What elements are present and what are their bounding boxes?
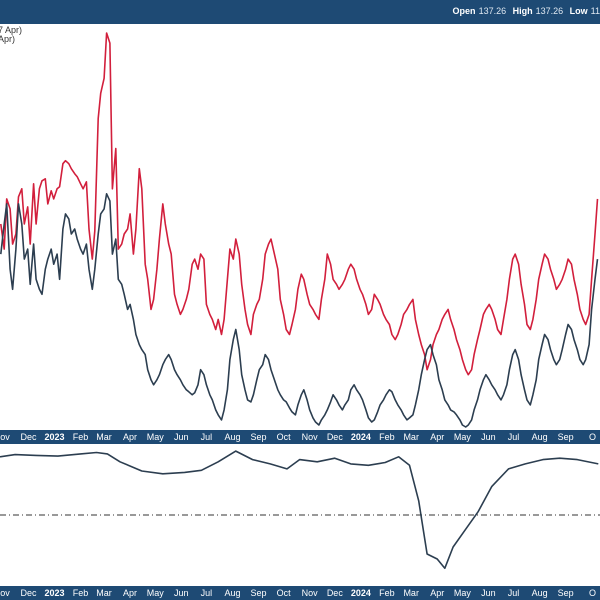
x-tick-label: Mar: [403, 588, 419, 598]
open-value: 137.26: [478, 6, 507, 16]
x-tick-label: 2024: [351, 588, 371, 598]
x-tick-label: Oct: [277, 432, 292, 442]
x-tick-label: Aug: [532, 588, 548, 598]
series-line-upper-0: [0, 32, 599, 376]
x-tick-label: Oct: [277, 588, 292, 598]
x-tick-label: Feb: [73, 588, 89, 598]
x-tick-label: Jul: [201, 588, 213, 598]
legend-line-2: Apr): [0, 34, 16, 44]
x-tick-label: Apr: [123, 588, 137, 598]
high-value: 137.26: [535, 6, 564, 16]
top-header-bar: Open 137.26 High 137.26 Low 11: [0, 0, 600, 24]
x-tick-label: May: [454, 432, 472, 442]
x-tick-label: Nov: [302, 588, 319, 598]
open-label: Open: [452, 6, 476, 16]
x-tick-label: Mar: [96, 588, 112, 598]
low-label: Low: [569, 6, 588, 16]
x-tick-label: Jul: [201, 432, 213, 442]
x-tick-label: Apr: [123, 432, 137, 442]
x-tick-label: Dec: [21, 432, 38, 442]
upper-x-axis-bar: [0, 430, 600, 444]
x-tick-label: May: [147, 588, 165, 598]
x-tick-label: Jul: [508, 588, 520, 598]
x-tick-label: Mar: [96, 432, 112, 442]
x-tick-label: Feb: [73, 432, 89, 442]
x-tick-label: Sep: [250, 588, 266, 598]
x-tick-label: May: [454, 588, 472, 598]
x-tick-label: Dec: [327, 432, 344, 442]
x-tick-label: Feb: [379, 432, 395, 442]
x-tick-label: Jun: [481, 432, 496, 442]
x-tick-label: Aug: [224, 432, 240, 442]
x-tick-label: Sep: [558, 432, 574, 442]
x-tick-label: Apr: [430, 432, 444, 442]
x-tick-label: Dec: [327, 588, 344, 598]
x-tick-label: May: [147, 432, 165, 442]
x-tick-label: Mar: [403, 432, 419, 442]
x-tick-label: ov: [0, 588, 10, 598]
x-tick-label: ov: [0, 432, 10, 442]
x-tick-label: O: [589, 432, 596, 442]
series-line-upper-1: [0, 193, 599, 428]
x-tick-label: Aug: [224, 588, 240, 598]
x-tick-label: Jun: [481, 588, 496, 598]
x-tick-label: 2024: [351, 432, 371, 442]
low-value: 11: [590, 6, 600, 16]
x-tick-label: Aug: [532, 432, 548, 442]
lower-x-axis-bar: [0, 586, 600, 600]
x-tick-label: Nov: [302, 432, 319, 442]
high-label: High: [512, 6, 533, 16]
legend-line-1: 7 Apr): [0, 25, 23, 35]
x-tick-label: Sep: [558, 588, 574, 598]
x-tick-label: O: [589, 588, 596, 598]
x-tick-label: 2023: [45, 432, 65, 442]
ohl-readout: Open 137.26 High 137.26 Low 11: [449, 6, 600, 20]
x-tick-label: Sep: [250, 432, 266, 442]
x-tick-label: Apr: [430, 588, 444, 598]
x-tick-label: Feb: [379, 588, 395, 598]
x-tick-label: Dec: [21, 588, 38, 598]
x-tick-label: Jun: [174, 588, 189, 598]
x-tick-label: Jun: [174, 432, 189, 442]
x-tick-label: Jul: [508, 432, 520, 442]
x-tick-label: 2023: [45, 588, 65, 598]
series-line-lower-0: [0, 450, 599, 570]
